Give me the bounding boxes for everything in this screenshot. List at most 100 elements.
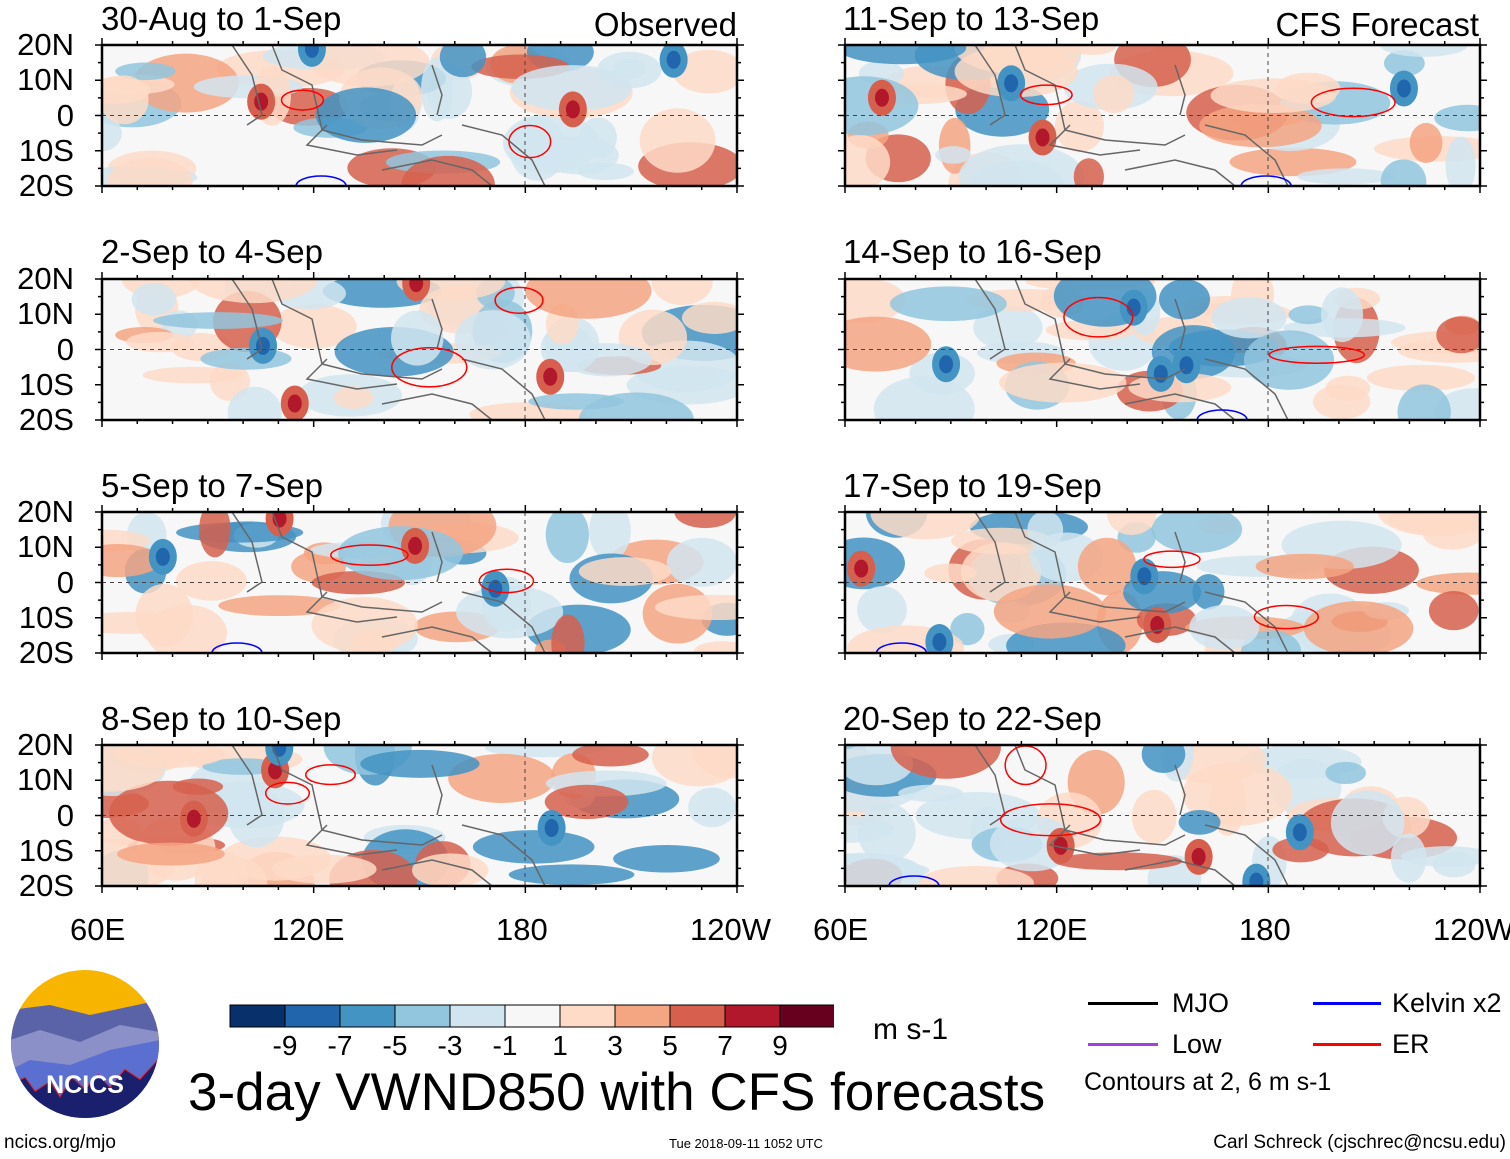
wind-anomaly-field [102,745,737,886]
map-panel [838,38,1487,193]
y-tick-label: 10N [17,529,74,565]
panel-title: 5-Sep to 7-Sep [101,467,323,504]
y-tick-label: 20N [17,494,74,529]
wind-anomaly-field [845,279,1480,420]
er-contour [1063,296,1134,338]
y-tick-label: 0 [56,97,74,133]
panel-title: 14-Sep to 16-Sep [843,233,1102,270]
legend-label: Low [1172,1029,1222,1059]
er-contour [264,781,311,805]
colorbar-swatch [724,1004,781,1028]
y-tick-label: 0 [56,797,74,833]
figure-title: 3-day VWND850 with CFS forecasts [188,1063,1046,1122]
x-tick-label: 120E [272,912,345,947]
panel-title: 20-Sep to 22-Sep [843,700,1102,737]
colorbar-swatch [779,1004,834,1028]
x-tick-label: 60E [70,912,126,947]
coastline [231,279,546,420]
panel-title: 2-Sep to 4-Sep [101,233,323,270]
legend-label: Kelvin x2 [1392,988,1502,1018]
kelvin-contour [1196,409,1248,420]
panel-title: 17-Sep to 19-Sep [843,467,1102,504]
y-tick-label: 10N [17,62,74,98]
colorbar-label: 3 [607,1030,623,1061]
y-tick-label: 10S [18,132,74,168]
coastline [231,45,546,186]
y-tick-label: 20N [17,27,74,62]
footer-url: ncics.org/mjo [4,1132,116,1153]
er-contour [391,346,468,388]
colorbar-label: -3 [437,1030,463,1061]
y-tick-label: 10N [17,296,74,332]
coastline [974,279,1289,420]
coastline [974,512,1289,653]
colorbar-label: 9 [772,1030,788,1061]
wind-anomaly-field [845,512,1480,653]
x-tick-label: 120W [690,912,771,947]
er-contour [494,286,544,314]
kelvin-contour [875,642,928,653]
forecast-label: CFS Forecast [1275,6,1479,43]
er-contour [1019,84,1073,106]
y-tick-label: 20N [17,261,74,296]
observed-label: Observed [593,6,737,43]
colorbar-swatch [504,1004,561,1028]
map-panel [95,272,744,427]
coastline [974,745,1289,886]
colorbar-swatch [229,1004,286,1028]
colorbar-unit: m s-1 [873,1013,948,1046]
colorbar-swatch [614,1004,671,1028]
y-tick-label: 10S [18,366,74,402]
er-line-icon [1313,1043,1381,1046]
y-tick-label: 20S [18,635,74,670]
wind-anomaly-field [102,512,737,653]
colorbar-swatch [449,1004,506,1028]
map-panel [95,505,744,660]
map-panel [95,38,744,193]
contour-note: Contours at 2, 6 m s-1 [1084,1068,1332,1096]
colorbar-swatch [669,1004,726,1028]
y-tick-label: 10S [18,599,74,635]
y-tick-label: 0 [56,564,74,600]
map-panel [838,738,1487,893]
colorbar-label: 1 [552,1030,568,1061]
er-contour [280,89,325,111]
y-tick-label: 10N [17,762,74,798]
legend-label: MJO [1172,988,1229,1018]
y-tick-label: 10S [18,832,74,868]
er-contour [1143,550,1201,569]
x-tick-label: 60E [813,912,869,947]
map-panels [95,38,1487,893]
colorbar-swatch [339,1004,396,1028]
map-panel [95,738,744,893]
wind-anomaly-field [115,279,737,420]
coastline [974,45,1289,186]
y-tick-label: 20S [18,868,74,903]
author-credit: Carl Schreck (cjschrec@ncsu.edu) [1213,1132,1506,1153]
kelvin-contour [211,642,263,653]
map-panel [838,505,1487,660]
colorbar-label: -7 [327,1030,353,1061]
colorbar-label: 5 [662,1030,678,1061]
colorbar [229,1004,834,1028]
er-contour [305,764,356,786]
wind-anomaly-field [845,745,1480,886]
colorbar-label: -1 [492,1030,518,1061]
er-contour [1310,87,1396,118]
x-tick-label: 120E [1015,912,1088,947]
y-tick-label: 20S [18,168,74,203]
kelvin-contour [888,875,940,886]
x-tick-label: 180 [1239,912,1291,947]
er-contour [478,568,535,594]
panel-title: 11-Sep to 13-Sep [843,0,1100,37]
y-tick-label: 20N [17,727,74,762]
colorbar-swatch [394,1004,451,1028]
legend-label: ER [1392,1029,1430,1059]
kelvin-contour [295,175,347,186]
er-contour [330,544,409,566]
kelvin-line-icon [1313,1002,1381,1005]
coastline [231,512,546,653]
timestamp: Tue 2018-09-11 1052 UTC [669,1136,823,1151]
er-contour [508,124,552,159]
